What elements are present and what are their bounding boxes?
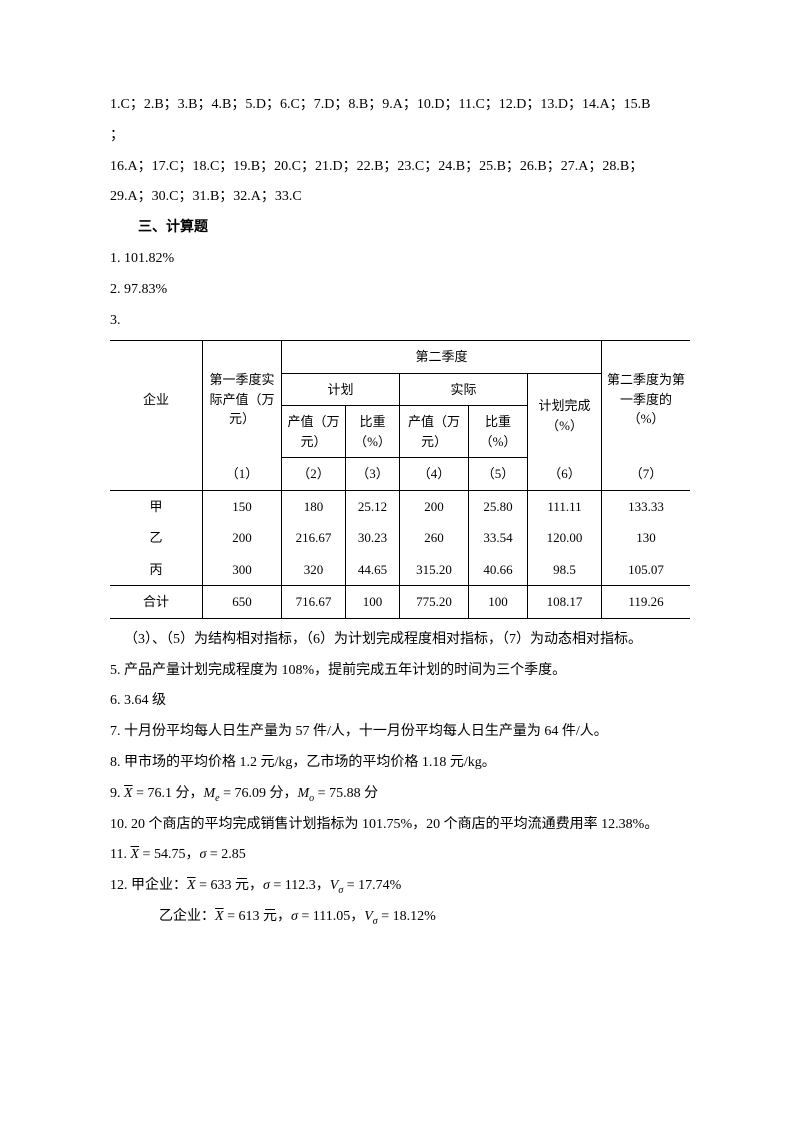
answers-line-1: 1.C；2.B；3.B；4.B；5.D；6.C；7.D；8.B；9.A；10.D… — [110, 90, 690, 121]
row-jia-5: 25.80 — [469, 490, 528, 522]
q9-eq3: = 75.88 分 — [314, 786, 378, 801]
idx-blank — [110, 458, 203, 491]
q2: 2. 97.83% — [110, 275, 690, 306]
row-jia-3: 25.12 — [346, 490, 400, 522]
q5: 5. 产品产量计划完成程度为 108%，提前完成五年计划的时间为三个季度。 — [110, 656, 690, 687]
q9-eq2: = 76.09 分， — [220, 786, 298, 801]
q12b-pre: 乙企业： — [159, 909, 215, 924]
row-jia-4: 200 — [400, 490, 469, 522]
row-yi-5: 33.54 — [469, 522, 528, 554]
q11-eq1: = 54.75， — [139, 847, 199, 862]
row-jia-6: 111.11 — [528, 490, 602, 522]
q9-pre: 9. — [110, 786, 124, 801]
row-total-3: 100 — [346, 586, 400, 619]
idx-6: （6） — [528, 458, 602, 491]
hdr-q1: 第一季度实际产值（万元） — [203, 341, 282, 458]
q12a-xbar: X — [187, 878, 196, 893]
q12b: 乙企业：X = 613 元，σ = 111.05，Vσ = 18.12% — [110, 902, 690, 933]
idx-5: （5） — [469, 458, 528, 491]
q11-xbar: X — [130, 847, 139, 862]
answers-line-3: 29.A；30.C；31.B；32.A；33.C — [110, 182, 690, 213]
q9: 9. X = 76.1 分，Me = 76.09 分，Mo = 75.88 分 — [110, 779, 690, 810]
row-jia-name: 甲 — [110, 490, 203, 522]
hdr-q2: 第二季度 — [282, 341, 602, 374]
row-yi-6: 120.00 — [528, 522, 602, 554]
q11: 11. X = 54.75，σ = 2.85 — [110, 840, 690, 871]
q9-me: M — [203, 786, 215, 801]
q8: 8. 甲市场的平均价格 1.2 元/kg，乙市场的平均价格 1.18 元/kg。 — [110, 748, 690, 779]
row-bing-4: 315.20 — [400, 554, 469, 586]
answers-semicolon: ； — [110, 121, 690, 152]
section-title: 三、计算题 — [110, 213, 690, 244]
q11-pre: 11. — [110, 847, 130, 862]
row-jia-1: 150 — [203, 490, 282, 522]
q9-mo: M — [298, 786, 310, 801]
idx-3: （3） — [346, 458, 400, 491]
row-jia-7: 133.33 — [602, 490, 691, 522]
row-bing-name: 丙 — [110, 554, 203, 586]
row-yi-name: 乙 — [110, 522, 203, 554]
q12b-eq3: = 18.12% — [378, 909, 436, 924]
hdr-actual-value: 产值（万元） — [400, 406, 469, 458]
q12a: 12. 甲企业：X = 633 元，σ = 112.3，Vσ = 17.74% — [110, 871, 690, 902]
q12b-eq2: = 111.05， — [298, 909, 364, 924]
row-yi-4: 260 — [400, 522, 469, 554]
q12a-eq2: = 112.3， — [270, 878, 330, 893]
row-bing-6: 98.5 — [528, 554, 602, 586]
q12a-sigma: σ — [263, 878, 270, 893]
q12b-v: V — [364, 909, 373, 924]
row-total-name: 合计 — [110, 586, 203, 619]
q12b-sigma: σ — [291, 909, 298, 924]
q12a-pre: 12. 甲企业： — [110, 878, 187, 893]
row-bing-3: 44.65 — [346, 554, 400, 586]
hdr-actual-pct: 比重（%） — [469, 406, 528, 458]
q9-eq1: = 76.1 分， — [133, 786, 204, 801]
idx-7: （7） — [602, 458, 691, 491]
hdr-plan-value: 产值（万元） — [282, 406, 346, 458]
q3-table: 企业 第一季度实际产值（万元） 第二季度 第二季度为第一季度的（%） 计划 实际… — [110, 340, 690, 619]
idx-1: （1） — [203, 458, 282, 491]
row-total-7: 119.26 — [602, 586, 691, 619]
row-total-4: 775.20 — [400, 586, 469, 619]
hdr-plan: 计划 — [282, 373, 400, 406]
row-yi-7: 130 — [602, 522, 691, 554]
answers-line-2: 16.A；17.C；18.C；19.B；20.C；21.D；22.B；23.C；… — [110, 152, 690, 183]
row-jia-2: 180 — [282, 490, 346, 522]
row-bing-7: 105.07 — [602, 554, 691, 586]
hdr-ratio: 第二季度为第一季度的（%） — [602, 341, 691, 458]
q7: 7. 十月份平均每人日生产量为 57 件/人，十一月份平均每人日生产量为 64 … — [110, 717, 690, 748]
row-total-6: 108.17 — [528, 586, 602, 619]
row-total-2: 716.67 — [282, 586, 346, 619]
hdr-plan-pct: 比重（%） — [346, 406, 400, 458]
q11-eq2: = 2.85 — [206, 847, 245, 862]
row-total-5: 100 — [469, 586, 528, 619]
q1: 1. 101.82% — [110, 244, 690, 275]
hdr-actual: 实际 — [400, 373, 528, 406]
q12b-xbar: X — [215, 909, 224, 924]
q12b-eq1: = 613 元， — [224, 909, 291, 924]
row-yi-3: 30.23 — [346, 522, 400, 554]
row-bing-2: 320 — [282, 554, 346, 586]
q6: 6. 3.64 级 — [110, 686, 690, 717]
idx-4: （4） — [400, 458, 469, 491]
q12a-eq1: = 633 元， — [196, 878, 263, 893]
q3-label: 3. — [110, 306, 690, 337]
row-bing-1: 300 — [203, 554, 282, 586]
q12a-eq3: = 17.74% — [343, 878, 401, 893]
hdr-complete: 计划完成（%） — [528, 373, 602, 458]
hdr-enterprise: 企业 — [110, 341, 203, 458]
row-yi-2: 216.67 — [282, 522, 346, 554]
idx-2: （2） — [282, 458, 346, 491]
row-bing-5: 40.66 — [469, 554, 528, 586]
q10: 10. 20 个商店的平均完成销售计划指标为 101.75%，20 个商店的平均… — [110, 810, 690, 841]
row-yi-1: 200 — [203, 522, 282, 554]
note-35: （3）、（5）为结构相对指标，（6）为计划完成程度相对指标，（7）为动态相对指标… — [110, 625, 690, 656]
q9-xbar: X — [124, 786, 133, 801]
row-total-1: 650 — [203, 586, 282, 619]
